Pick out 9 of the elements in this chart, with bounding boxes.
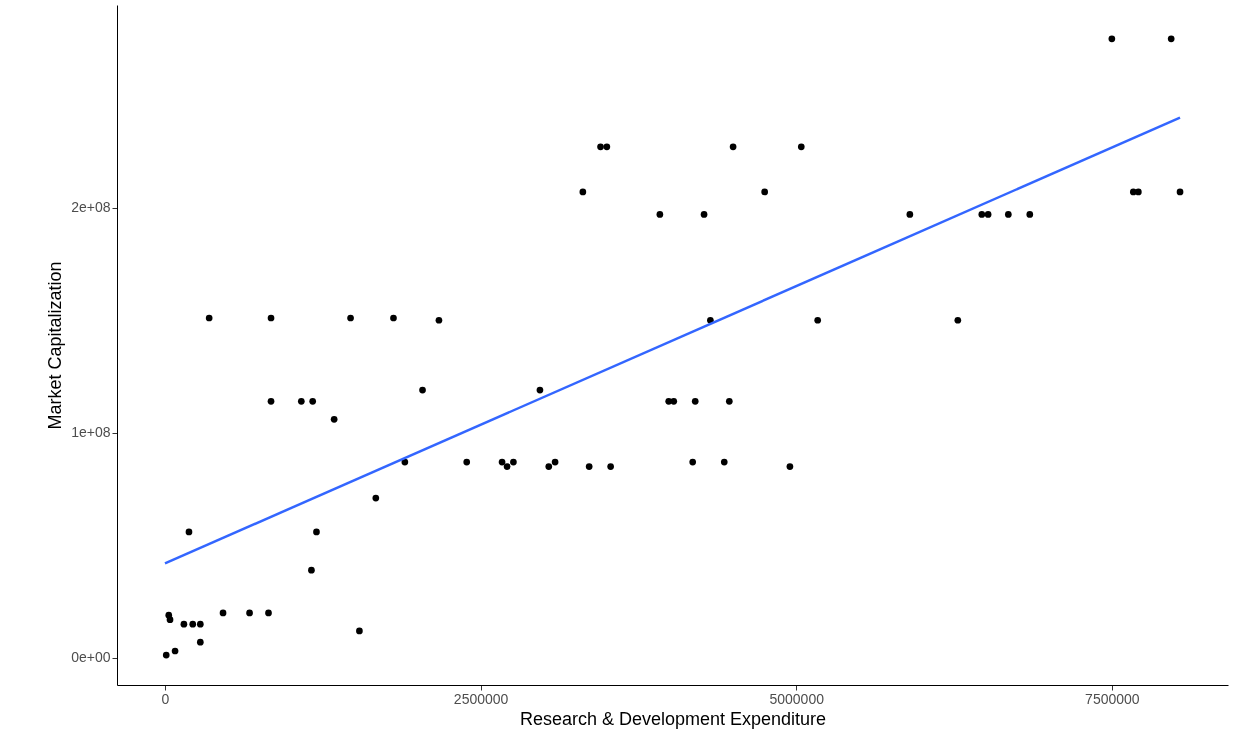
y-axis-title: Market Capitalization [45, 261, 66, 430]
x-axis-title: Research & Development Expenditure [519, 708, 827, 729]
x-tick-label: 5000000 [769, 690, 825, 707]
y-tick-label: 2e+08 [71, 199, 111, 216]
x-tick-label: 2500000 [453, 690, 509, 707]
y-tick-label: 1e+08 [71, 424, 111, 441]
x-tick-label: 7500000 [1085, 690, 1140, 707]
x-tick-label: 0 [161, 690, 170, 707]
y-tick-label: 0e+00 [71, 649, 111, 666]
